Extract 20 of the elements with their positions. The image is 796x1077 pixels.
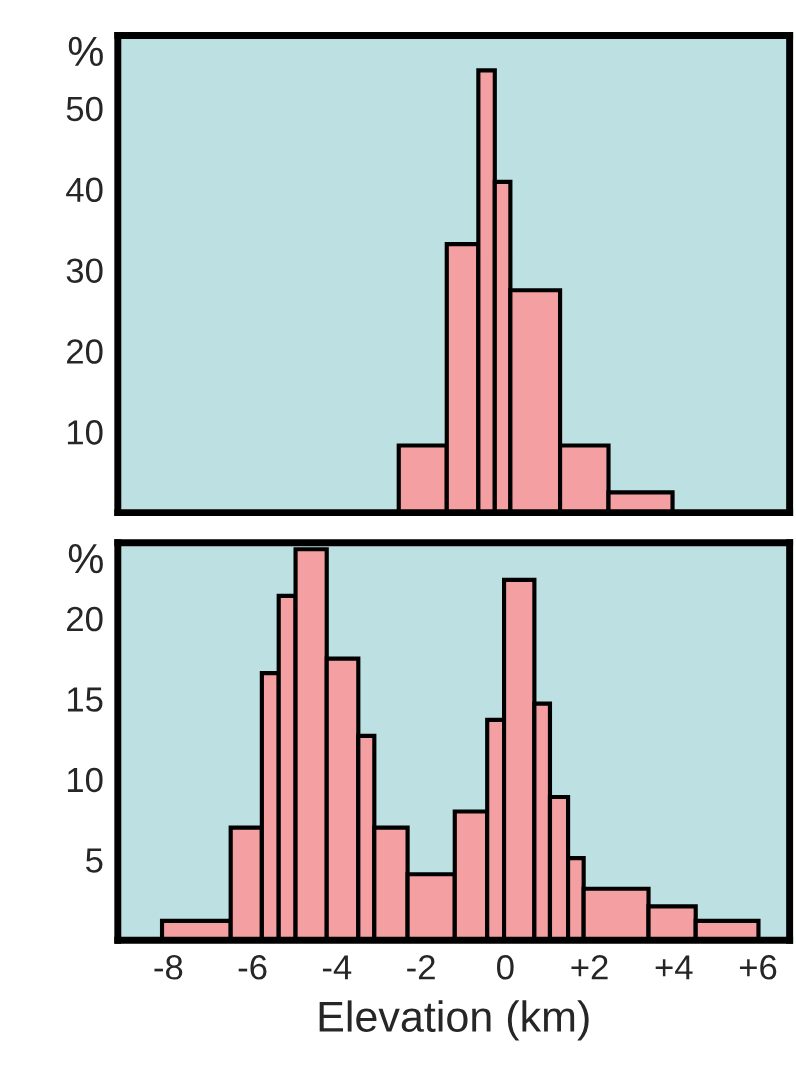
y-tick-label: 10 bbox=[67, 420, 103, 445]
y-axis-title: % bbox=[68, 544, 103, 574]
y-tick-label: 40 bbox=[66, 177, 103, 203]
y-axis-title: % bbox=[68, 36, 103, 66]
x-tick-label: +2 bbox=[571, 955, 608, 980]
x-tick-label: 0 bbox=[497, 955, 514, 980]
y-tick-label: 10 bbox=[67, 767, 103, 793]
x-tick-label: -8 bbox=[154, 955, 183, 980]
x-tick-label: -4 bbox=[322, 955, 352, 980]
x-axis-title: Elevation (km) bbox=[319, 1000, 589, 1041]
y-tick-label: 15 bbox=[67, 687, 103, 712]
x-tick-label: +6 bbox=[739, 955, 777, 980]
y-tick-label: 50 bbox=[66, 96, 103, 122]
x-tick-label: +4 bbox=[655, 955, 693, 980]
y-tick-label: 30 bbox=[66, 258, 103, 283]
y-tick-label: 20 bbox=[67, 606, 103, 632]
x-tick-label: -6 bbox=[238, 955, 267, 980]
y-tick-label: 5 bbox=[86, 848, 103, 873]
x-tick-label: -2 bbox=[407, 955, 435, 980]
y-tick-label: 20 bbox=[67, 339, 103, 364]
